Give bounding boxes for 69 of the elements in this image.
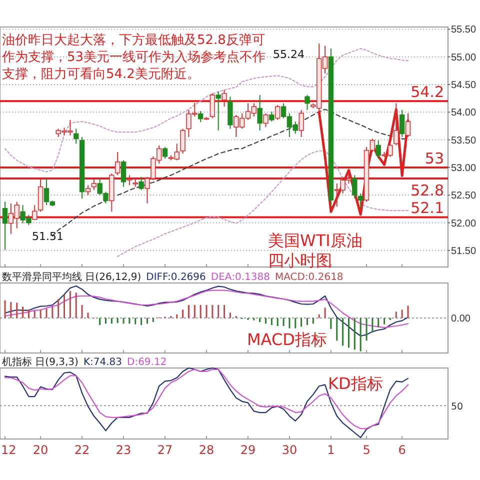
- candlestick: [376, 140, 381, 160]
- candlestick: [120, 160, 126, 188]
- annotation: 油价昨日大起大落，下方最低触及52.8反弹可作为支撑，53美元一线可作为入场参考点不作支撑，阻力可看向54.2美元附近。: [1, 32, 266, 82]
- ref-line-label: 53: [424, 149, 444, 168]
- candlestick: [126, 174, 132, 186]
- annotation: MACD指标: [247, 330, 327, 349]
- ref-line-label: 0.00: [451, 314, 471, 324]
- candlestick: [198, 110, 204, 123]
- x-tick-label: 30: [282, 443, 298, 457]
- candlestick: [358, 192, 364, 209]
- candlestick: [257, 94, 262, 131]
- y-tick-label: 55.50: [451, 24, 476, 36]
- x-tick-label: 22: [74, 443, 90, 457]
- series-label: DEA:0.1388: [210, 272, 270, 283]
- candlestick: [263, 112, 268, 128]
- y-tick-label: 52.00: [451, 218, 476, 230]
- candlestick: [269, 111, 274, 122]
- candlestick: [180, 128, 186, 154]
- ref-line-label: 52.8: [410, 182, 444, 200]
- ref-line-label: 52.1: [410, 199, 444, 218]
- x-tick-label: 23: [116, 443, 132, 457]
- y-tick-label: 54.50: [451, 80, 476, 92]
- candlestick: [138, 176, 144, 191]
- y-tick-label: 53.00: [451, 162, 476, 174]
- annotation: 51.51: [32, 230, 64, 243]
- x-tick-label: 20: [32, 443, 48, 457]
- line-series: [4, 48, 409, 172]
- ref-line-label: 54.2: [410, 83, 444, 102]
- candlestick: [32, 204, 38, 220]
- chart-title: 机指标 日(9,3,3): [2, 356, 79, 368]
- annotation: KD指标: [328, 374, 383, 393]
- candlestick: [275, 104, 280, 120]
- candlestick: [85, 184, 91, 196]
- candlestick: [74, 128, 79, 144]
- candlestick: [228, 96, 233, 130]
- candlestick: [394, 102, 399, 146]
- annotation: 55.24: [273, 48, 304, 61]
- x-tick-label: 12: [1, 443, 16, 457]
- y-tick-label: 51.50: [451, 246, 476, 257]
- x-tick-label: 1: [327, 443, 335, 457]
- x-tick-label: 27: [157, 443, 173, 457]
- candlestick: [405, 112, 411, 138]
- series-label: D:69.12: [127, 357, 167, 368]
- chart-title: 数平滑异同平均线 日(26,12,9): [2, 271, 142, 283]
- text: 50: [451, 402, 464, 412]
- y-tick-label: 54.00: [451, 108, 476, 119]
- candlestick: [304, 94, 310, 110]
- candlestick: [2, 201, 8, 250]
- candlestick: [115, 151, 120, 176]
- x-tick-label: 28: [198, 443, 214, 457]
- x-tick-label: 6: [398, 443, 406, 457]
- y-tick-label: 53.50: [451, 135, 476, 146]
- candlestick: [210, 92, 216, 119]
- x-tick-label: 5: [362, 443, 370, 457]
- y-tick-label: 55.00: [451, 52, 476, 64]
- y-tick-label: 52.50: [451, 190, 476, 202]
- candlestick: [352, 174, 358, 199]
- candlestick: [91, 179, 96, 191]
- candlestick: [298, 109, 304, 138]
- x-tick-label: 29: [240, 443, 256, 457]
- series-label: K:74.83: [83, 357, 122, 368]
- text: MACD:0.2618: [274, 272, 344, 283]
- candlestick: [399, 109, 405, 138]
- candlestick: [38, 178, 44, 212]
- annotation: 美国WTI原油四小时图: [268, 231, 362, 270]
- series-label: DIFF:0.2696: [146, 272, 206, 283]
- candlestick: [162, 146, 168, 160]
- candlestick: [216, 91, 221, 131]
- candlestick: [222, 90, 227, 108]
